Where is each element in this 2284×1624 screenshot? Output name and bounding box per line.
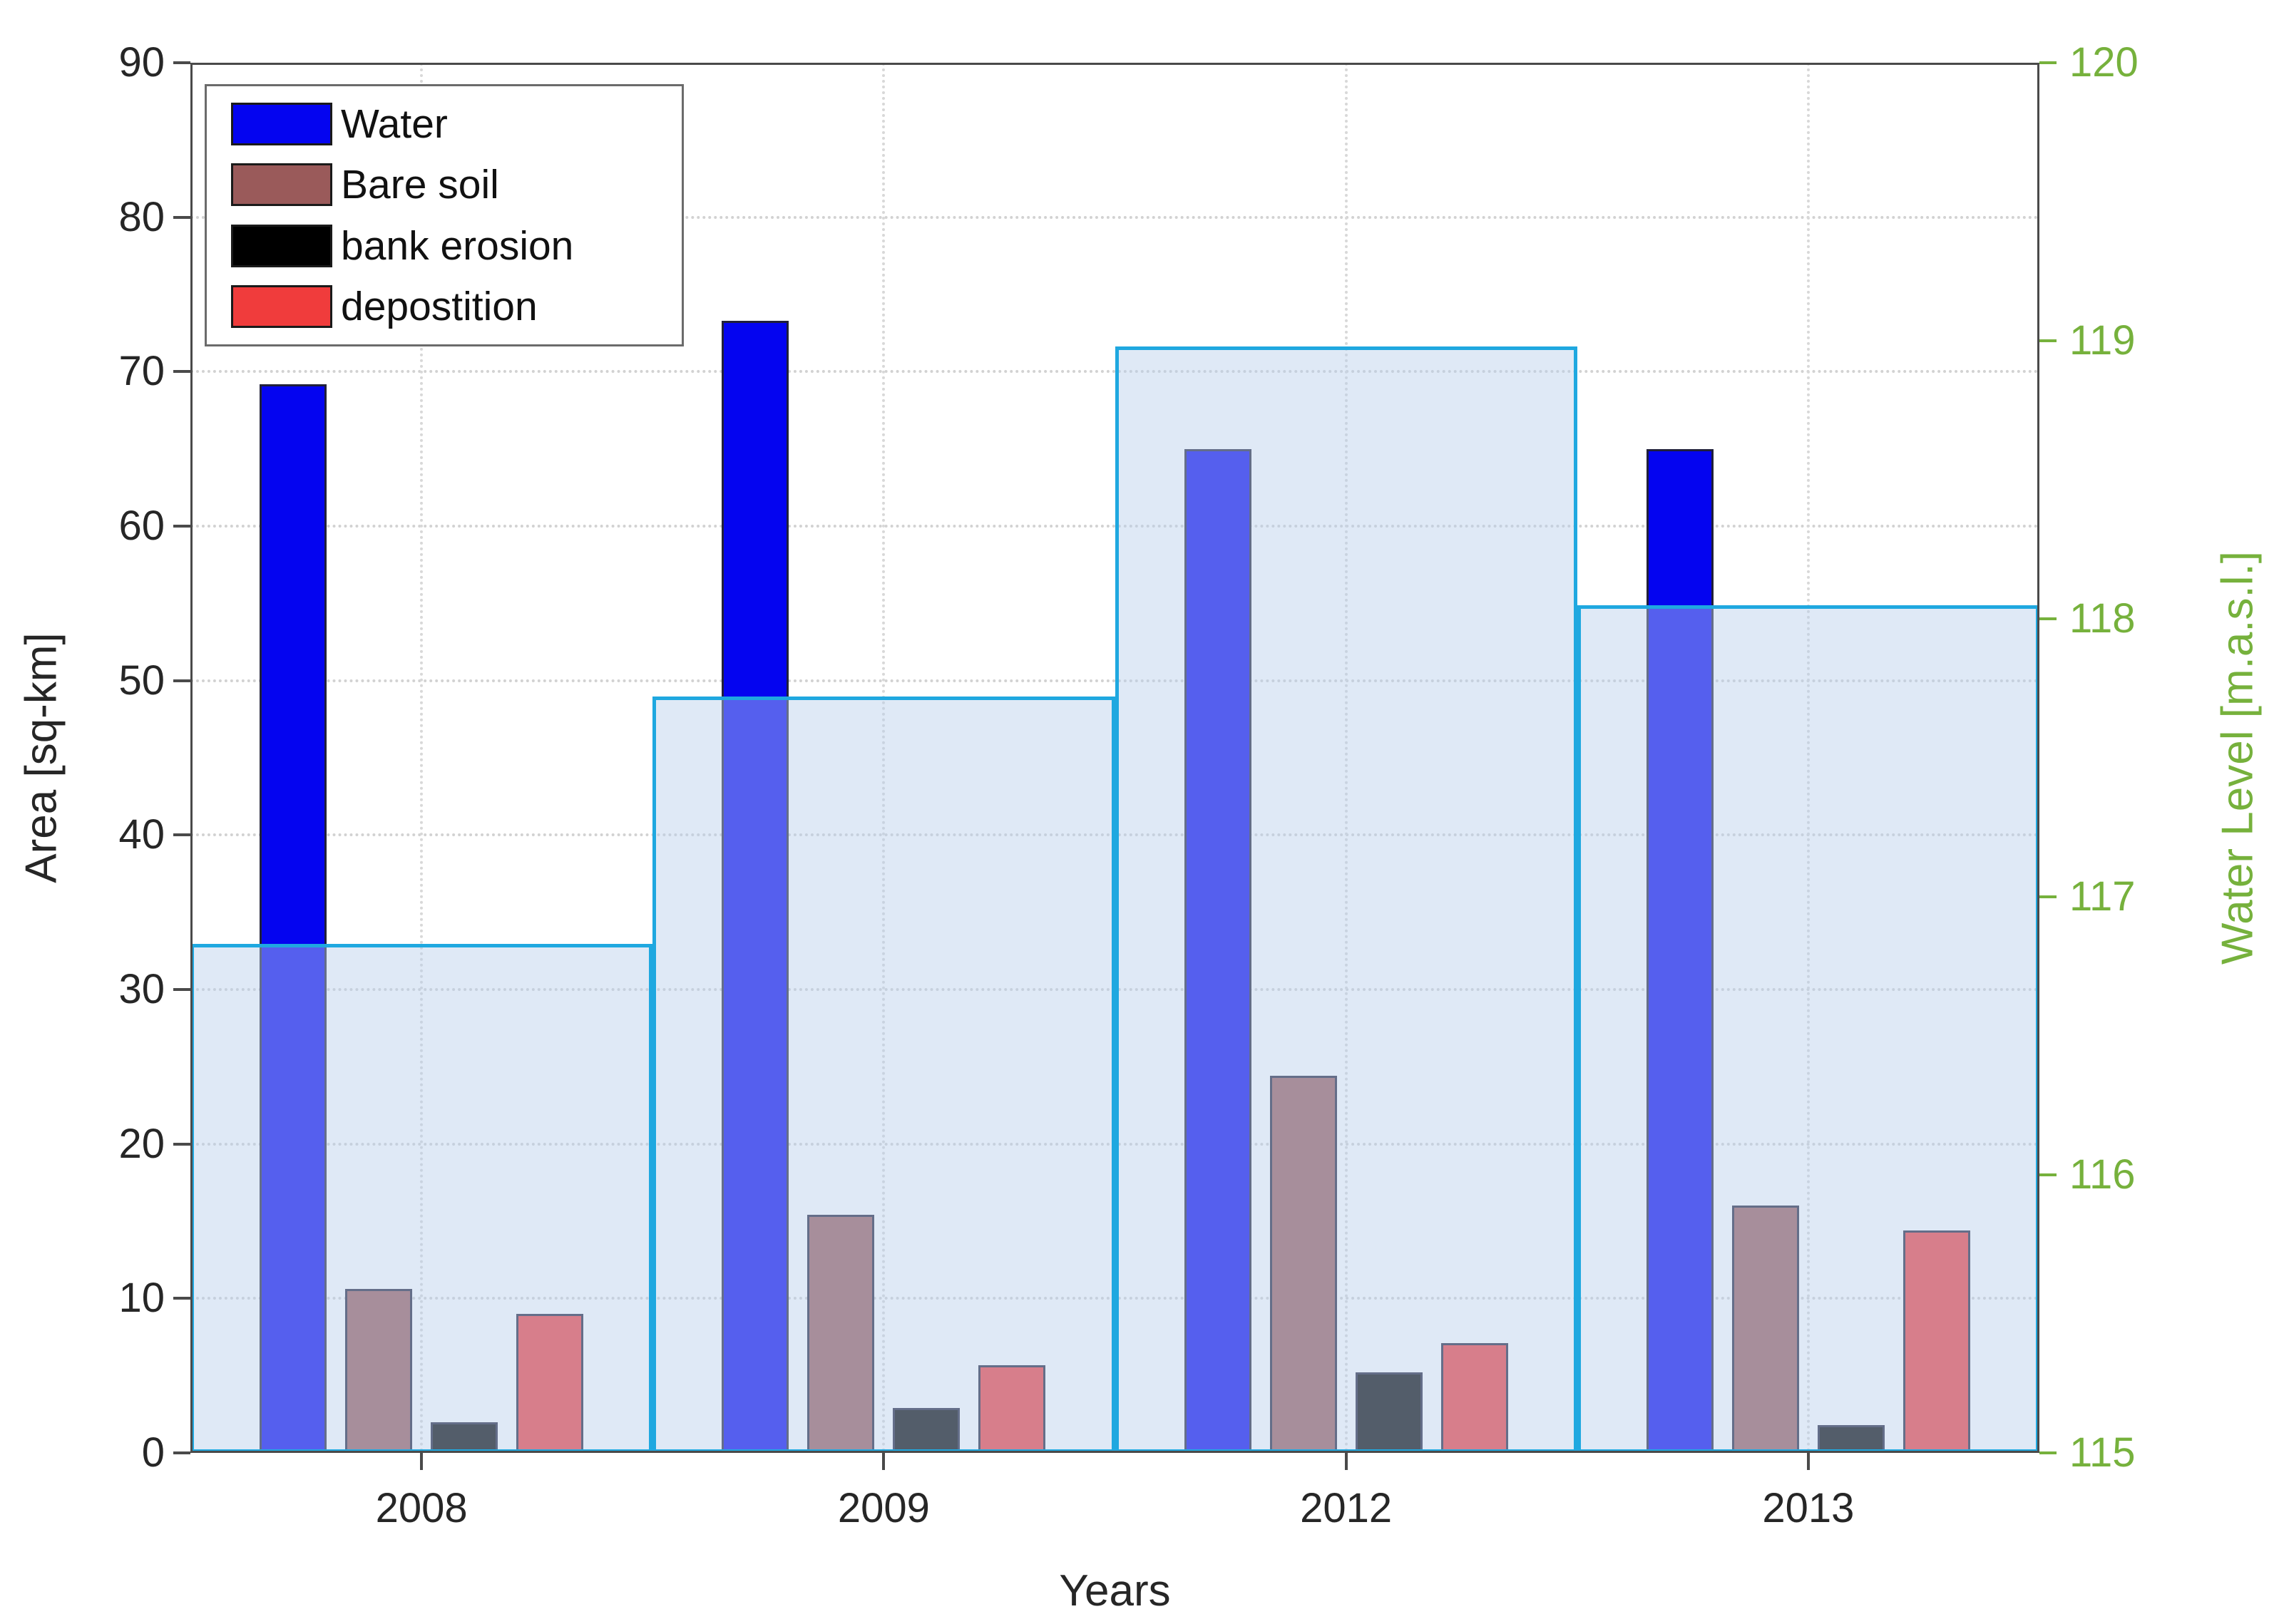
x-tick xyxy=(882,1453,886,1470)
water-bar-2008 xyxy=(260,384,327,1453)
left-tick-label: 40 xyxy=(118,811,165,858)
x-tick-label: 2012 xyxy=(1300,1485,1393,1531)
x-axis-title: Years xyxy=(1059,1566,1171,1615)
water-bar-2009 xyxy=(722,320,789,1453)
right-tick-label: 119 xyxy=(2069,317,2136,364)
legend: Water Bare soil bank erosion depostition xyxy=(205,84,684,346)
left-tick xyxy=(173,1297,190,1300)
left-tick-label: 10 xyxy=(118,1275,165,1322)
right-tick xyxy=(2039,1451,2057,1454)
x-tick xyxy=(1344,1453,1348,1470)
bare-soil-bar-2008 xyxy=(345,1289,413,1453)
water-level-rect-2012 xyxy=(1115,346,1577,1453)
bare-soil-swatch xyxy=(231,163,332,207)
v-gridline xyxy=(420,63,424,1453)
right-tick xyxy=(2039,895,2057,898)
legend-label-bare-soil: Bare soil xyxy=(341,162,499,208)
right-tick-label: 117 xyxy=(2069,873,2136,920)
water-level-rect-2009 xyxy=(652,697,1115,1453)
left-tick xyxy=(173,679,190,682)
right-tick xyxy=(2039,61,2057,64)
left-tick-label: 30 xyxy=(118,966,165,1012)
legend-item-bank-erosion: bank erosion xyxy=(207,222,682,269)
bare-soil-bar-2009 xyxy=(807,1215,875,1453)
water-level-rect-2008 xyxy=(190,944,653,1453)
x-tick xyxy=(420,1453,424,1470)
water-bar-2013 xyxy=(1646,448,1714,1453)
right-tick xyxy=(2039,617,2057,620)
left-tick xyxy=(173,988,190,991)
water-level-rect-2013 xyxy=(1577,605,2039,1453)
right-tick-label: 120 xyxy=(2069,39,2139,86)
left-tick-label: 0 xyxy=(141,1429,165,1476)
left-tick-label: 60 xyxy=(118,503,165,549)
left-axis-title: Area [sq-km] xyxy=(16,632,66,883)
bank-erosion-bar-2012 xyxy=(1355,1372,1423,1453)
depostition-bar-2008 xyxy=(516,1314,584,1453)
bank-erosion-swatch xyxy=(231,224,332,267)
bare-soil-bar-2013 xyxy=(1731,1206,1799,1453)
depostition-swatch xyxy=(231,285,332,329)
left-tick xyxy=(173,215,190,219)
legend-item-depostition: depostition xyxy=(207,283,682,330)
depostition-bar-2012 xyxy=(1440,1343,1508,1453)
left-tick-label: 70 xyxy=(118,348,165,395)
left-tick xyxy=(173,525,190,528)
v-gridline xyxy=(1806,63,1810,1453)
right-tick-label: 118 xyxy=(2069,595,2136,642)
legend-label-water: Water xyxy=(341,101,448,147)
v-gridline xyxy=(1344,63,1348,1453)
x-tick xyxy=(1806,1453,1810,1470)
left-tick xyxy=(173,1451,190,1454)
left-tick xyxy=(173,61,190,64)
depostition-bar-2013 xyxy=(1903,1230,1970,1453)
right-tick-label: 115 xyxy=(2069,1429,2136,1476)
right-tick xyxy=(2039,1173,2057,1176)
legend-item-water: Water xyxy=(207,101,682,148)
left-tick-label: 20 xyxy=(118,1120,165,1167)
left-tick xyxy=(173,370,190,374)
bank-erosion-bar-2008 xyxy=(431,1422,498,1453)
water-bar-2012 xyxy=(1184,448,1251,1453)
left-tick xyxy=(173,833,190,837)
right-tick xyxy=(2039,339,2057,342)
legend-label-depostition: depostition xyxy=(341,284,538,330)
left-tick-label: 80 xyxy=(118,193,165,240)
left-tick xyxy=(173,1142,190,1146)
left-tick-label: 50 xyxy=(118,657,165,704)
left-tick-label: 90 xyxy=(118,39,165,86)
x-tick-label: 2008 xyxy=(375,1485,468,1531)
x-tick-label: 2009 xyxy=(837,1485,930,1531)
water-swatch xyxy=(231,102,332,145)
right-tick-label: 116 xyxy=(2069,1151,2136,1198)
v-gridline xyxy=(882,63,886,1453)
right-axis-title: Water Level [m.a.s.l.] xyxy=(2213,551,2263,965)
bare-soil-bar-2012 xyxy=(1269,1076,1337,1453)
legend-label-bank-erosion: bank erosion xyxy=(341,222,574,269)
h-gridline xyxy=(190,215,2039,219)
x-tick-label: 2013 xyxy=(1762,1485,1855,1531)
legend-item-bare-soil: Bare soil xyxy=(207,161,682,208)
